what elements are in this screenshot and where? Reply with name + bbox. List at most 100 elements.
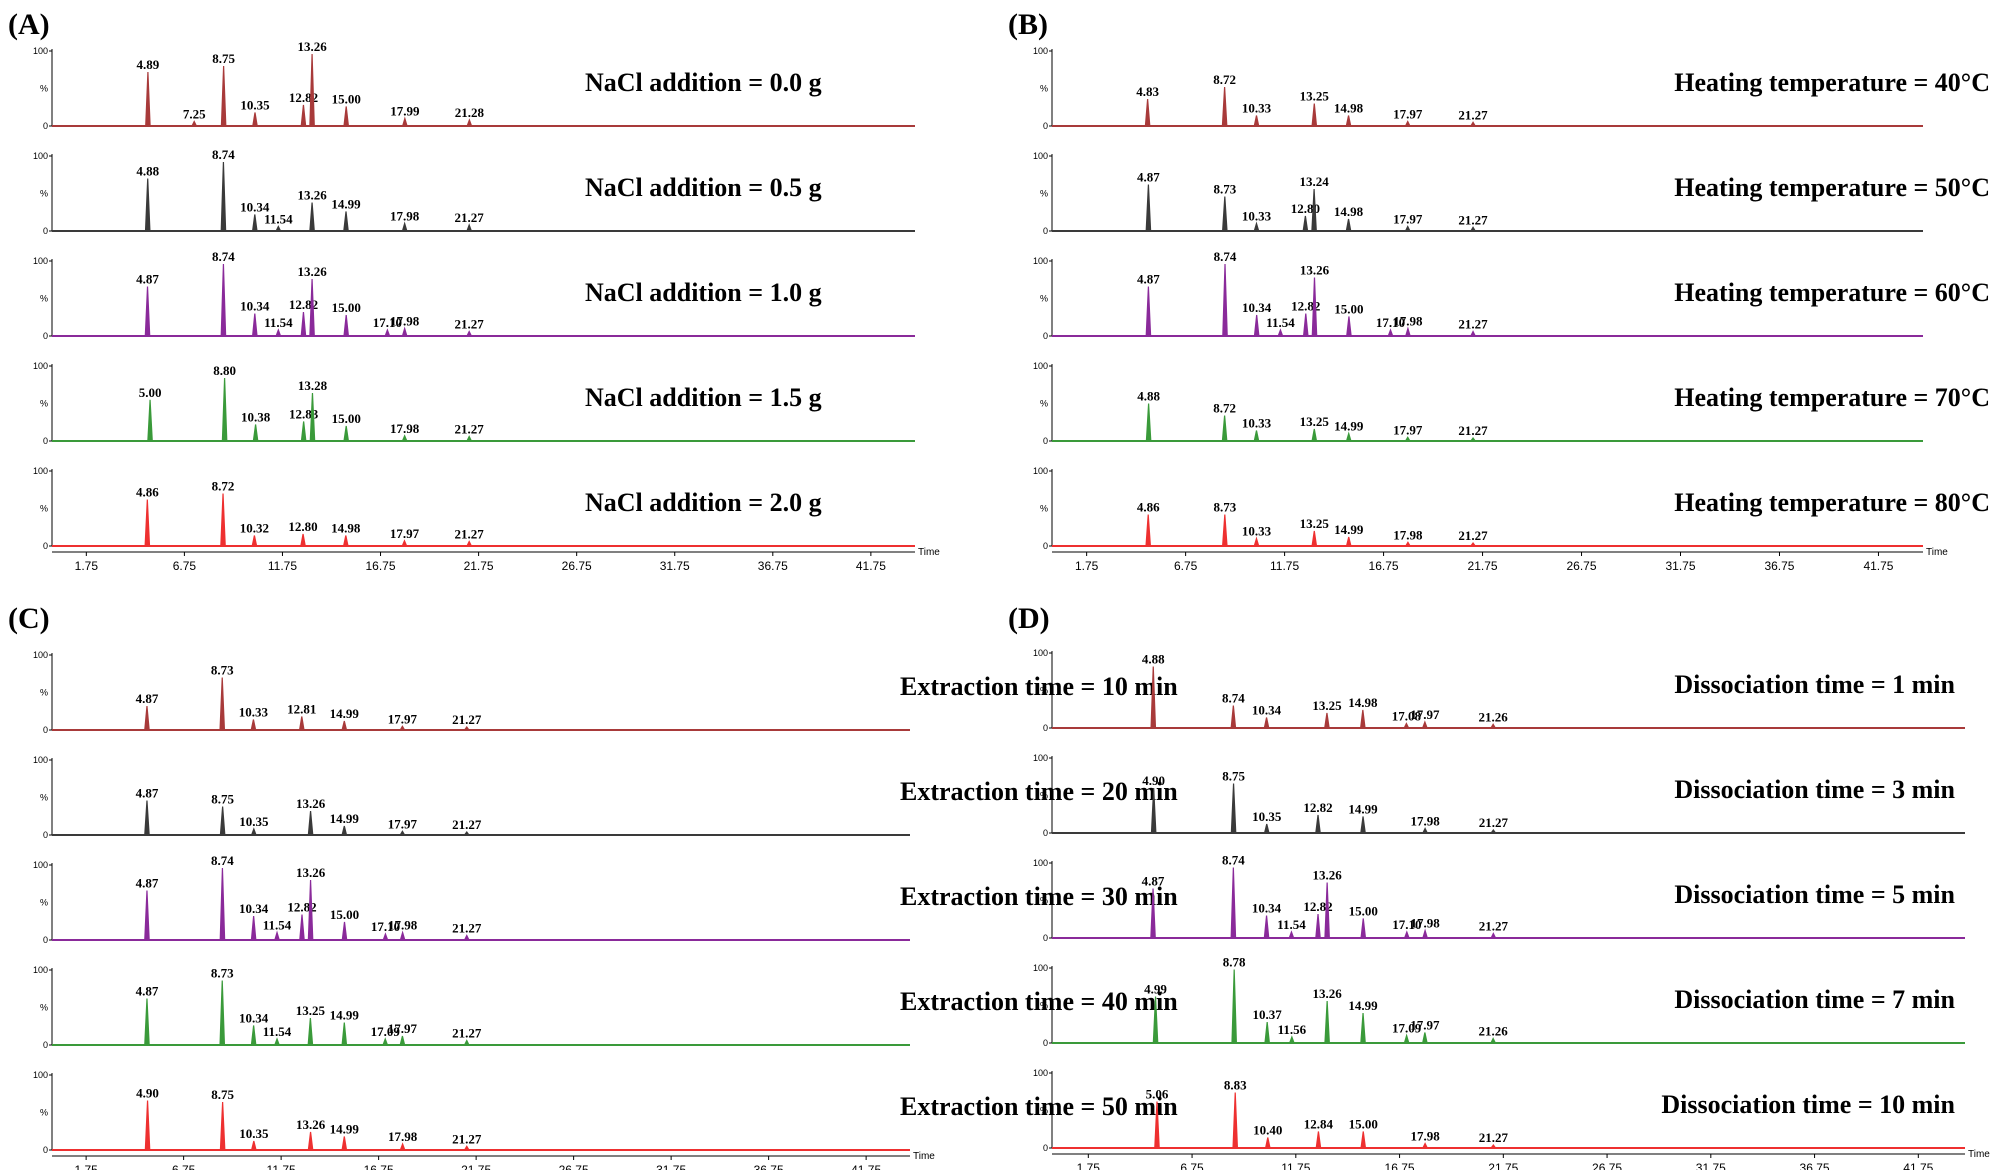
- peak-label: 15.00: [1349, 1117, 1378, 1132]
- peak-label: 21.27: [455, 422, 485, 437]
- peak-label: 12.80: [288, 519, 317, 534]
- x-tick-label: 31.75: [1696, 1161, 1726, 1170]
- peak: [1403, 722, 1410, 729]
- y-axis-label: %: [1040, 294, 1048, 304]
- peak-label: 13.26: [297, 264, 327, 279]
- x-tick-label: 31.75: [1665, 559, 1695, 573]
- peak-label: 8.75: [211, 1087, 234, 1102]
- y-tick-label: 0: [43, 331, 48, 341]
- peak: [1404, 326, 1411, 337]
- peak: [1489, 1143, 1497, 1149]
- condition-label: Heating temperature = 70°C: [1674, 383, 1990, 412]
- peak: [1345, 218, 1352, 232]
- peak: [1150, 666, 1157, 729]
- peak: [300, 104, 307, 127]
- peak-label: 12.84: [1304, 1117, 1334, 1132]
- y-axis-label: %: [40, 399, 48, 409]
- y-tick-label: 0: [43, 541, 48, 551]
- peak: [1403, 930, 1410, 939]
- peak-label: 17.98: [1410, 916, 1440, 931]
- y-tick-label: 100: [33, 755, 48, 765]
- peak: [1302, 215, 1309, 232]
- peak: [1324, 712, 1330, 729]
- peak-label: 4.87: [136, 876, 159, 891]
- peak-label: 4.90: [1142, 773, 1165, 788]
- peak-label: 15.00: [332, 92, 361, 107]
- y-axis-label: %: [1040, 686, 1048, 696]
- peak-label: 4.87: [136, 691, 159, 706]
- y-axis-label: %: [1040, 84, 1048, 94]
- peak: [401, 434, 408, 442]
- x-tick-label: 21.75: [1468, 559, 1498, 573]
- peak: [219, 867, 226, 941]
- trace-2: 100% 0 4.87 8.75 10.35 13.26 14.99 17.97 21.27 Ex…: [33, 755, 1178, 840]
- peak-label: 15.00: [1334, 302, 1363, 317]
- peak-label: 8.74: [1214, 249, 1237, 264]
- peak: [219, 677, 226, 731]
- trace-5: 100% 0 4.86 8.72 10.32 12.80 14.98 17.97 21.27 Na…: [33, 466, 915, 551]
- peak-label: 13.26: [297, 39, 327, 54]
- peak: [1315, 913, 1321, 939]
- peak: [341, 1136, 348, 1151]
- peak-label: 4.89: [137, 57, 160, 72]
- peak-label: 14.98: [331, 521, 361, 536]
- x-tick-label: 6.75: [173, 559, 197, 573]
- peak-label: 15.00: [332, 411, 361, 426]
- y-tick-label: 100: [1033, 753, 1048, 763]
- peak-label: 10.37: [1253, 1007, 1283, 1022]
- peak: [309, 202, 315, 232]
- peak: [343, 211, 349, 232]
- peak: [1421, 827, 1429, 834]
- peak-label: 10.34: [1252, 703, 1282, 718]
- peak-label: 17.97: [1393, 107, 1423, 122]
- peak-label: 4.87: [1137, 170, 1160, 185]
- x-tick-label: 11.75: [267, 1163, 296, 1170]
- peak: [1264, 1021, 1271, 1044]
- x-tick-label: 36.75: [1764, 559, 1794, 573]
- condition-label: NaCl addition = 0.5 g: [585, 173, 822, 202]
- peak: [309, 53, 315, 127]
- peak: [1253, 430, 1260, 442]
- condition-label: Heating temperature = 60°C: [1674, 278, 1990, 307]
- y-tick-label: 0: [1043, 723, 1048, 733]
- peak-label: 8.75: [211, 792, 234, 807]
- peak: [1311, 530, 1318, 547]
- peak-label: 21.27: [1479, 1130, 1509, 1145]
- x-tick-label: 11.75: [1270, 559, 1299, 573]
- peak-label: 4.87: [136, 786, 159, 801]
- peak: [1387, 328, 1394, 337]
- y-tick-label: 0: [43, 1145, 48, 1155]
- y-tick-label: 0: [43, 725, 48, 735]
- peak-label: 10.34: [239, 1011, 269, 1026]
- peak-label: 10.33: [1242, 416, 1272, 431]
- x-axis-label: Time: [918, 547, 940, 558]
- peak: [1288, 930, 1295, 939]
- peak-label: 17.97: [388, 816, 418, 831]
- peak: [275, 225, 282, 232]
- y-tick-label: 100: [1033, 466, 1048, 476]
- peak: [343, 106, 350, 127]
- peak-label: 21.27: [1458, 107, 1488, 122]
- condition-label: Dissociation time = 1 min: [1674, 670, 1955, 699]
- y-tick-label: 100: [1033, 46, 1048, 56]
- peak: [1288, 1035, 1295, 1044]
- peak-label: 8.74: [212, 147, 235, 162]
- y-tick-label: 100: [33, 1070, 48, 1080]
- peak: [307, 1017, 314, 1046]
- peak: [144, 499, 151, 547]
- peak: [252, 424, 259, 442]
- peak: [1489, 1037, 1497, 1044]
- y-axis-label: %: [1040, 791, 1048, 801]
- peak: [300, 421, 307, 442]
- peak: [1253, 536, 1260, 547]
- peak-label: 8.72: [1213, 72, 1236, 87]
- x-tick-label: 26.75: [559, 1163, 589, 1170]
- peak-label: 17.98: [1393, 527, 1423, 542]
- peak-label: 21.27: [452, 1131, 482, 1146]
- peak-label: 21.27: [455, 210, 485, 225]
- peak: [307, 1131, 314, 1151]
- peak: [342, 535, 349, 547]
- y-tick-label: 100: [1033, 648, 1048, 658]
